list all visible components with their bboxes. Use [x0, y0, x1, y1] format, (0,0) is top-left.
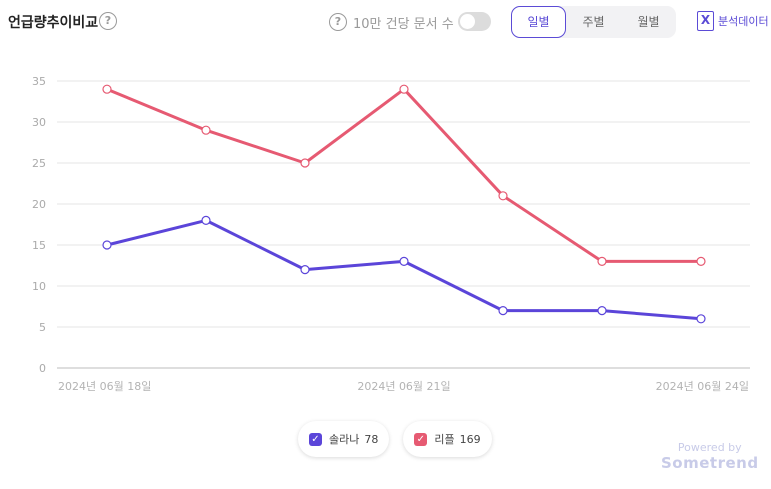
- normalize-label: 10만 건당 문서 수: [353, 17, 454, 32]
- legend-series-name: 리플: [434, 433, 455, 446]
- data-point: [498, 306, 508, 316]
- data-point: [399, 84, 409, 94]
- y-tick-label: 30: [32, 116, 46, 129]
- period-daily-button[interactable]: 일별: [511, 6, 566, 38]
- period-monthly-button[interactable]: 월별: [637, 15, 660, 29]
- excel-icon: X: [697, 11, 714, 31]
- series-line: [106, 218, 702, 321]
- data-point: [300, 265, 310, 275]
- legend-item-ripple[interactable]: ✓ 리플 169: [403, 421, 492, 457]
- data-point: [102, 240, 112, 250]
- y-tick-label: 5: [39, 321, 46, 334]
- y-tick-label: 0: [39, 362, 46, 375]
- data-point: [201, 215, 211, 225]
- data-point: [597, 256, 607, 266]
- x-tick-label: 2024년 06월 21일: [357, 379, 450, 393]
- checkbox-icon: ✓: [309, 432, 322, 446]
- export-data-label: 분석데이터: [718, 15, 769, 28]
- y-tick-label: 10: [32, 280, 46, 293]
- legend-item-solana[interactable]: ✓ 솔라나 78: [298, 421, 390, 457]
- data-point: [597, 306, 607, 316]
- brand-name: Sometrend: [661, 454, 759, 472]
- data-point: [201, 125, 211, 135]
- legend-series-count: 78: [364, 432, 379, 446]
- checkbox-icon: ✓: [414, 432, 428, 446]
- help-icon[interactable]: ?: [99, 12, 117, 30]
- data-point: [399, 256, 409, 266]
- y-tick-label: 25: [32, 157, 46, 170]
- line-chart: 0 5 10 15 20 25 30 35 2024년 06월 18일 2024년 06월 21일…: [32, 75, 750, 393]
- legend-series-name: 솔라나: [329, 433, 360, 446]
- y-tick-label: 15: [32, 239, 46, 252]
- series-line: [106, 87, 701, 263]
- data-point: [696, 314, 706, 324]
- normalize-help-icon[interactable]: ?: [329, 13, 347, 31]
- y-tick-label: 20: [32, 198, 46, 211]
- toggle-knob: [460, 14, 475, 29]
- powered-by-logo: Powered by Sometrend: [661, 441, 759, 472]
- data-point: [696, 256, 706, 266]
- export-data-button[interactable]: X 분석데이터: [697, 10, 769, 32]
- data-point: [102, 84, 112, 94]
- period-selector: 일별 주별 월별: [511, 6, 676, 38]
- y-tick-label: 35: [32, 75, 46, 88]
- chart-title: 언급량추이비교: [8, 15, 99, 31]
- legend-series-count: 169: [459, 432, 481, 446]
- data-point: [300, 158, 310, 168]
- powered-by-text: Powered by: [677, 441, 742, 454]
- data-point: [498, 191, 508, 201]
- normalize-toggle[interactable]: [458, 12, 491, 31]
- period-weekly-button[interactable]: 주별: [582, 15, 605, 29]
- legend: ✓ 솔라나 78 ✓ 리플 169: [298, 421, 492, 457]
- x-tick-label: 2024년 06월 18일: [58, 379, 151, 393]
- x-tick-label: 2024년 06월 24일: [656, 379, 749, 393]
